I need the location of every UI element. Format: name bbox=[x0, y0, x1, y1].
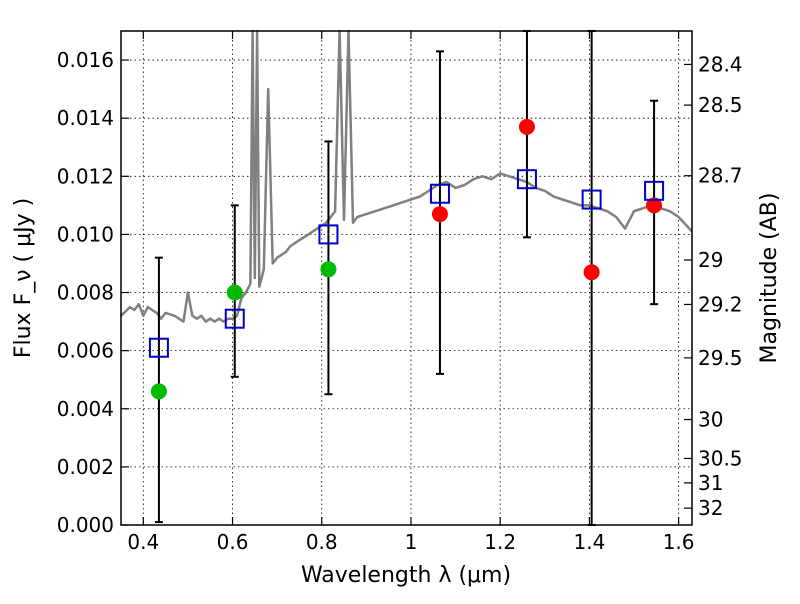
right-tick-label: 30 bbox=[698, 408, 723, 432]
right-tick-label: 29 bbox=[698, 248, 723, 272]
x-tick-label: 1.4 bbox=[573, 530, 605, 554]
right-tick-label: 29.5 bbox=[698, 346, 743, 370]
circle-marker bbox=[646, 197, 663, 214]
x-tick-label: 0.4 bbox=[127, 530, 159, 554]
right-axis-title: Magnitude (AB) bbox=[757, 193, 782, 364]
y-tick-label: 0.014 bbox=[57, 106, 114, 130]
x-axis-title: Wavelength λ (μm) bbox=[301, 563, 511, 588]
tick-label-layer: 0.4 0.6 0.8 1 1.2 1.4 1.6 0.000 0.002 0.004 0.006 0… bbox=[57, 48, 743, 554]
y-tick-label: 0.016 bbox=[57, 48, 114, 72]
y-tick-label: 0.002 bbox=[57, 455, 114, 479]
x-tick-label: 1.2 bbox=[484, 530, 516, 554]
square-marker bbox=[581, 189, 602, 210]
right-tick-label: 30.5 bbox=[698, 446, 743, 470]
y-tick-label: 0.010 bbox=[57, 222, 114, 246]
y-tick-label: 0.000 bbox=[57, 513, 114, 537]
x-tick-label: 0.8 bbox=[306, 530, 338, 554]
circle-marker bbox=[226, 284, 243, 301]
x-tick-label: 0.6 bbox=[217, 530, 249, 554]
y-tick-label: 0.004 bbox=[57, 397, 114, 421]
square-marker bbox=[148, 337, 169, 358]
square-marker bbox=[644, 180, 665, 201]
right-tick-label: 28.5 bbox=[698, 93, 743, 117]
plot-frame bbox=[120, 30, 693, 526]
spectrum-line bbox=[120, 29, 693, 323]
tick-layer bbox=[121, 31, 692, 526]
right-tick-label: 28.7 bbox=[698, 164, 743, 188]
x-tick-label: 1 bbox=[405, 530, 418, 554]
right-tick-label: 31 bbox=[698, 471, 723, 495]
right-tick-label: 29.2 bbox=[698, 292, 743, 316]
circle-marker bbox=[320, 261, 337, 278]
circle-marker bbox=[431, 206, 448, 223]
grid bbox=[121, 31, 692, 526]
right-tick-label: 32 bbox=[698, 496, 723, 520]
circle-marker bbox=[518, 118, 535, 135]
y-axis-title: Flux F_ν ( μJy ) bbox=[11, 198, 36, 358]
x-tick-label: 1.6 bbox=[663, 530, 695, 554]
spectrum-layer bbox=[120, 29, 693, 323]
square-marker bbox=[516, 169, 537, 190]
circle-marker bbox=[150, 383, 167, 400]
y-tick-label: 0.008 bbox=[57, 281, 114, 305]
y-tick-label: 0.012 bbox=[57, 164, 114, 188]
error-bar-layer bbox=[154, 30, 659, 526]
circle-marker bbox=[583, 264, 600, 281]
y-tick-label: 0.006 bbox=[57, 339, 114, 363]
square-marker bbox=[224, 308, 245, 329]
marker-layer bbox=[148, 118, 665, 400]
right-tick-label: 28.4 bbox=[698, 52, 743, 76]
square-marker bbox=[318, 224, 339, 245]
square-marker bbox=[429, 183, 450, 204]
